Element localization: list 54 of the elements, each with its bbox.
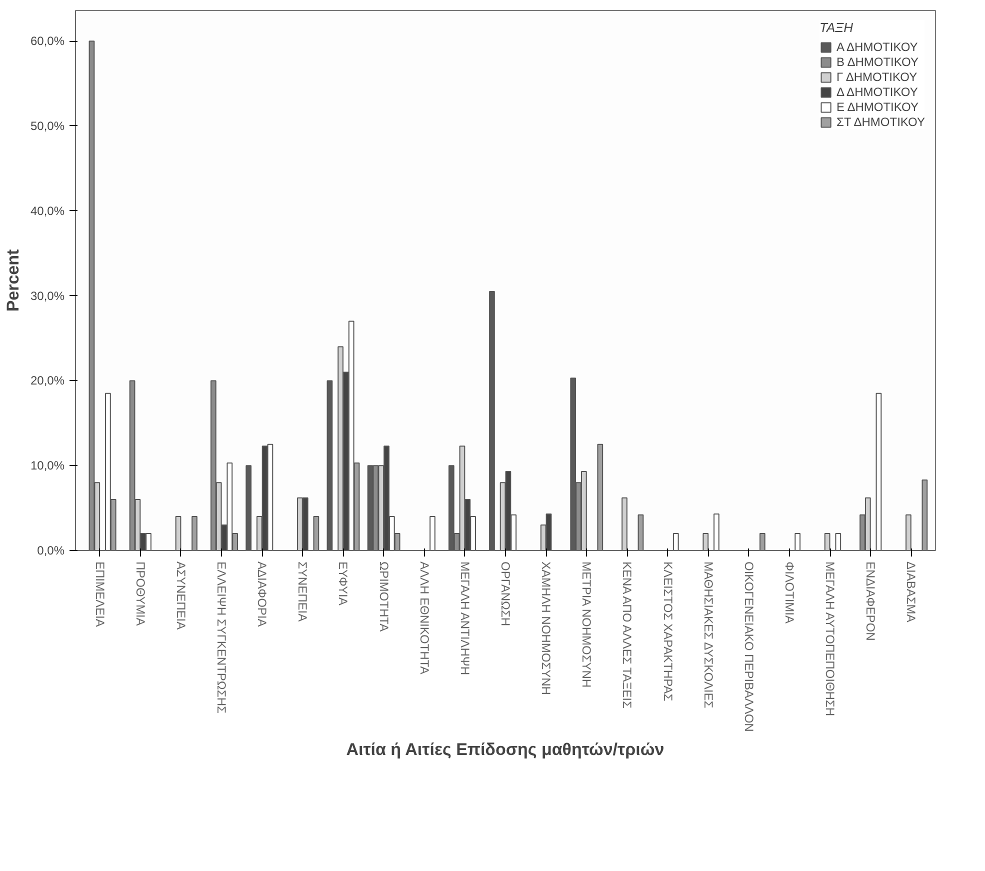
x-tick-label: ΔΙΑΒΑΣΜΑ [904, 562, 918, 622]
x-tick-label: ΚΛΕΙΣΤΟΣ ΧΑΡΑΚΤΗΡΑΣ [660, 562, 675, 702]
legend-label: Γ ΔΗΜΟΤΙΚΟΥ [836, 70, 918, 84]
y-tick-label: 10,0% [30, 458, 65, 473]
x-tick-label: ΜΕΓΑΛΗ ΑΝΤΙΛΗΨΗ [458, 562, 472, 676]
legend-title: ΤΑΞΗ [820, 20, 854, 35]
x-tick-label: ΧΑΜΗΛΗ ΝΟΗΜΟΣΥΝΗ [539, 562, 554, 695]
legend-label: Α ΔΗΜΟΤΙΚΟΥ [836, 40, 918, 54]
x-tick-label: ΜΕΓΑΛΗ ΑΥΤΟΠΕΠΟΙΘΗΣΗ [823, 562, 838, 716]
x-tick-label: ΜΕΤΡΙΑ ΝΟΗΜΟΣΥΝΗ [580, 562, 594, 688]
bar [622, 497, 628, 550]
y-tick-label: 50,0% [30, 118, 65, 133]
y-tick-label: 0,0% [37, 544, 65, 558]
bar [835, 533, 842, 550]
x-tick-label: ΕΥΦΥΙΑ [336, 562, 350, 606]
bar [876, 392, 882, 550]
legend-label: Ε ΔΗΜΟΤΙΚΟΥ [836, 100, 918, 114]
legend-label: Δ ΔΗΜΟΤΙΚΟΥ [836, 85, 918, 99]
x-tick-label: ΑΣΥΝΕΠΕΙΑ [174, 562, 188, 630]
legend-label: Β ΔΗΜΟΤΙΚΟΥ [836, 55, 918, 69]
y-tick-label: 30,0% [30, 288, 65, 303]
bar [638, 514, 644, 550]
x-tick-label: ΕΠΙΜΕΛΕΙΑ [92, 562, 107, 627]
y-axis-title: Percent [3, 248, 22, 312]
legend-label: ΣΤ ΔΗΜΟΤΙΚΟΥ [836, 115, 925, 129]
y-tick-label: 40,0% [30, 204, 65, 218]
x-tick-label: ΠΡΟΘΥΜΙΑ [133, 562, 148, 626]
x-tick-label: ΕΛΛΕΙΨΗ ΣΥΓΚΕΝΤΡΩΣΗΣ [214, 562, 229, 714]
bar [672, 533, 679, 550]
x-tick-label: ΩΡΙΜΟΤΗΤΑ [376, 562, 391, 632]
bar [175, 516, 182, 550]
x-tick-label: ΜΑΘΗΣΙΑΚΕΣ ΔΥΣΚΟΛΙΕΣ [701, 562, 716, 708]
x-tick-label: ΦΙΛΟΤΙΜΙΑ [782, 562, 796, 624]
bar [597, 444, 604, 550]
bar [714, 513, 720, 550]
bar [906, 514, 912, 550]
x-tick-label: ΟΡΓΑΝΩΣΗ [498, 562, 512, 626]
bar [192, 516, 198, 550]
y-tick-label: 60,0% [30, 34, 65, 48]
bar [313, 516, 320, 550]
x-tick-label: ΚΕΝΑ ΑΠΟ ΑΛΛΕΣ ΤΑΞΕΙΣ [620, 562, 634, 708]
y-tick-label: 20,0% [30, 374, 65, 388]
x-tick-label: ΣΥΝΕΠΕΙΑ [296, 562, 310, 622]
bar [702, 533, 709, 550]
bar [824, 533, 830, 550]
bar [794, 533, 801, 550]
bar [430, 516, 436, 550]
x-axis-title: Αιτία ή Αιτίες Επίδοσης μαθητών/τριών [346, 740, 664, 759]
x-tick-label: ΕΝΔΙΑΦΕΡΟΝ [864, 562, 878, 641]
x-tick-label: ΑΔΙΑΦΟΡΙΑ [255, 562, 270, 627]
x-tick-label: ΑΛΛΗ ΕΘΝΙΚΟΤΗΤΑ [417, 562, 432, 674]
bar [922, 480, 928, 550]
x-tick-label: ΟΙΚΟΓΕΝΕΙΑΚΟ ΠΕΡΙΒΑΛΛΟΝ [742, 562, 756, 732]
bar [759, 533, 766, 550]
